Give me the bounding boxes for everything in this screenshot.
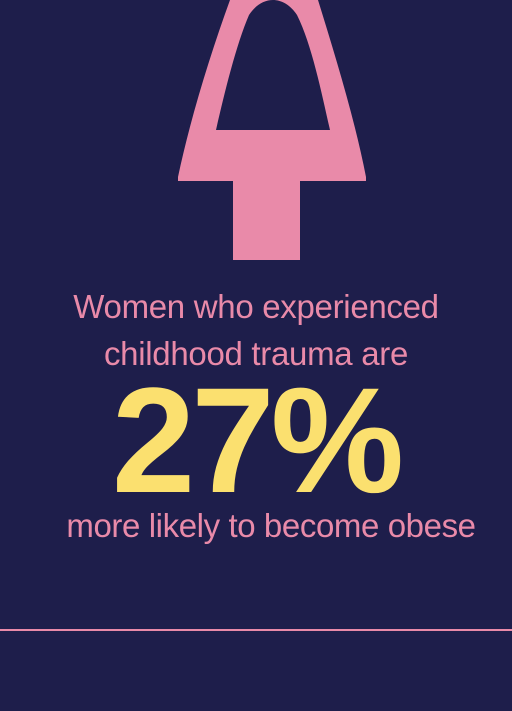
statistic-value: 27% xyxy=(111,356,404,524)
headline-line-2: childhood trauma are xyxy=(103,335,409,372)
bottom-divider xyxy=(0,629,512,631)
headline-line-1: Women who experienced xyxy=(73,288,439,325)
figure-silhouette-icon xyxy=(178,0,366,260)
figure-body-shape xyxy=(178,0,366,260)
headline-line-3: more likely to become obese xyxy=(66,507,476,544)
